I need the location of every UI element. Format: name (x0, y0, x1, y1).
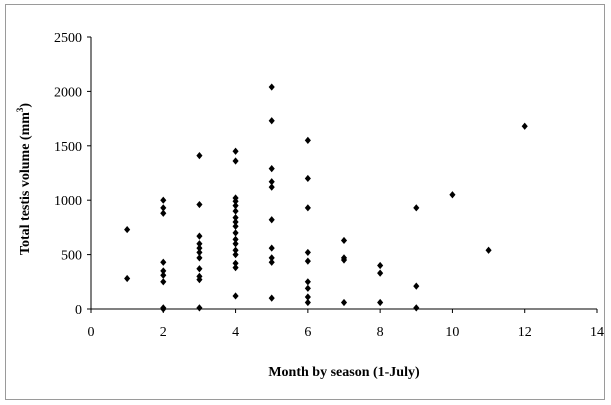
x-ticks: 0 2 4 6 8 10 12 14 (88, 309, 604, 340)
data-point (160, 305, 167, 313)
data-point (124, 225, 131, 234)
chart-frame (5, 4, 605, 400)
data-point (304, 284, 311, 292)
data-point (268, 117, 275, 125)
data-point (413, 304, 420, 312)
data-point (196, 276, 203, 284)
data-point (232, 214, 239, 222)
data-point (304, 257, 311, 265)
data-point (521, 122, 528, 130)
data-point (232, 235, 239, 243)
data-points (124, 83, 528, 313)
data-point (268, 244, 275, 252)
data-point (232, 147, 239, 155)
y-axis-title-suffix: ) (18, 103, 33, 108)
data-point (196, 232, 203, 240)
x-tick-label: 6 (304, 325, 311, 340)
data-point (196, 304, 203, 312)
x-tick-label: 10 (445, 325, 459, 340)
data-point (196, 265, 203, 273)
x-tick-label: 8 (377, 325, 384, 340)
data-point (413, 204, 420, 212)
data-point (232, 157, 239, 165)
data-point (449, 191, 456, 199)
data-point (160, 267, 167, 275)
data-point (160, 209, 167, 217)
data-point (160, 196, 167, 204)
x-tick-label: 2 (160, 325, 167, 340)
y-tick-label: 500 (61, 249, 82, 264)
data-point (232, 264, 239, 272)
data-point (304, 278, 311, 286)
x-axis-title: Month by season (1-July) (268, 365, 420, 380)
data-point (232, 202, 239, 210)
data-point (232, 207, 239, 215)
axes (90, 37, 597, 310)
y-axis-title: Total testis volume (mm3) (15, 103, 33, 255)
data-point (340, 236, 348, 245)
data-point (232, 251, 239, 259)
y-tick-label: 2500 (54, 31, 82, 46)
data-point (485, 246, 492, 254)
data-point (232, 240, 239, 248)
data-point (268, 216, 275, 224)
data-point (160, 278, 167, 286)
data-point (268, 183, 275, 191)
x-tick-label: 14 (590, 325, 604, 340)
data-point (124, 274, 131, 283)
data-point (304, 174, 311, 183)
data-point (232, 229, 239, 237)
data-point (377, 269, 384, 277)
data-point (340, 256, 348, 264)
data-point (268, 258, 275, 266)
data-point (232, 292, 239, 300)
data-point (268, 165, 275, 173)
data-point (232, 222, 239, 230)
data-point (196, 200, 203, 209)
data-point (304, 136, 311, 144)
data-point (268, 294, 275, 302)
y-tick-label: 0 (75, 303, 82, 318)
y-tick-label: 1000 (54, 194, 82, 209)
data-point (268, 83, 275, 91)
data-point (268, 254, 275, 262)
x-tick-label: 12 (518, 325, 532, 340)
data-point (232, 259, 239, 267)
data-point (413, 282, 420, 290)
data-point (232, 197, 239, 205)
data-point (268, 178, 275, 186)
data-point (196, 248, 203, 257)
data-point (377, 298, 384, 307)
x-tick-label: 4 (232, 325, 239, 340)
data-point (304, 298, 311, 307)
y-tick-label: 2000 (54, 85, 82, 100)
data-point (377, 261, 384, 270)
data-point (160, 204, 167, 212)
data-point (340, 298, 348, 307)
y-axis-title-prefix: Total testis volume (mm (18, 112, 33, 255)
data-point (196, 240, 203, 248)
data-point (196, 151, 203, 160)
data-point (160, 271, 167, 279)
x-tick-label: 0 (88, 325, 95, 340)
data-point (160, 258, 167, 266)
data-point (304, 248, 311, 257)
data-point (232, 218, 239, 226)
y-axis-title-superscript: 3 (15, 107, 25, 112)
data-point (232, 246, 239, 254)
y-ticks: 0 500 1000 1500 2000 2500 (54, 31, 91, 318)
data-point (304, 204, 311, 212)
data-point (196, 244, 203, 252)
data-point (196, 254, 203, 262)
y-tick-label: 1500 (54, 140, 82, 155)
data-point (304, 293, 311, 301)
